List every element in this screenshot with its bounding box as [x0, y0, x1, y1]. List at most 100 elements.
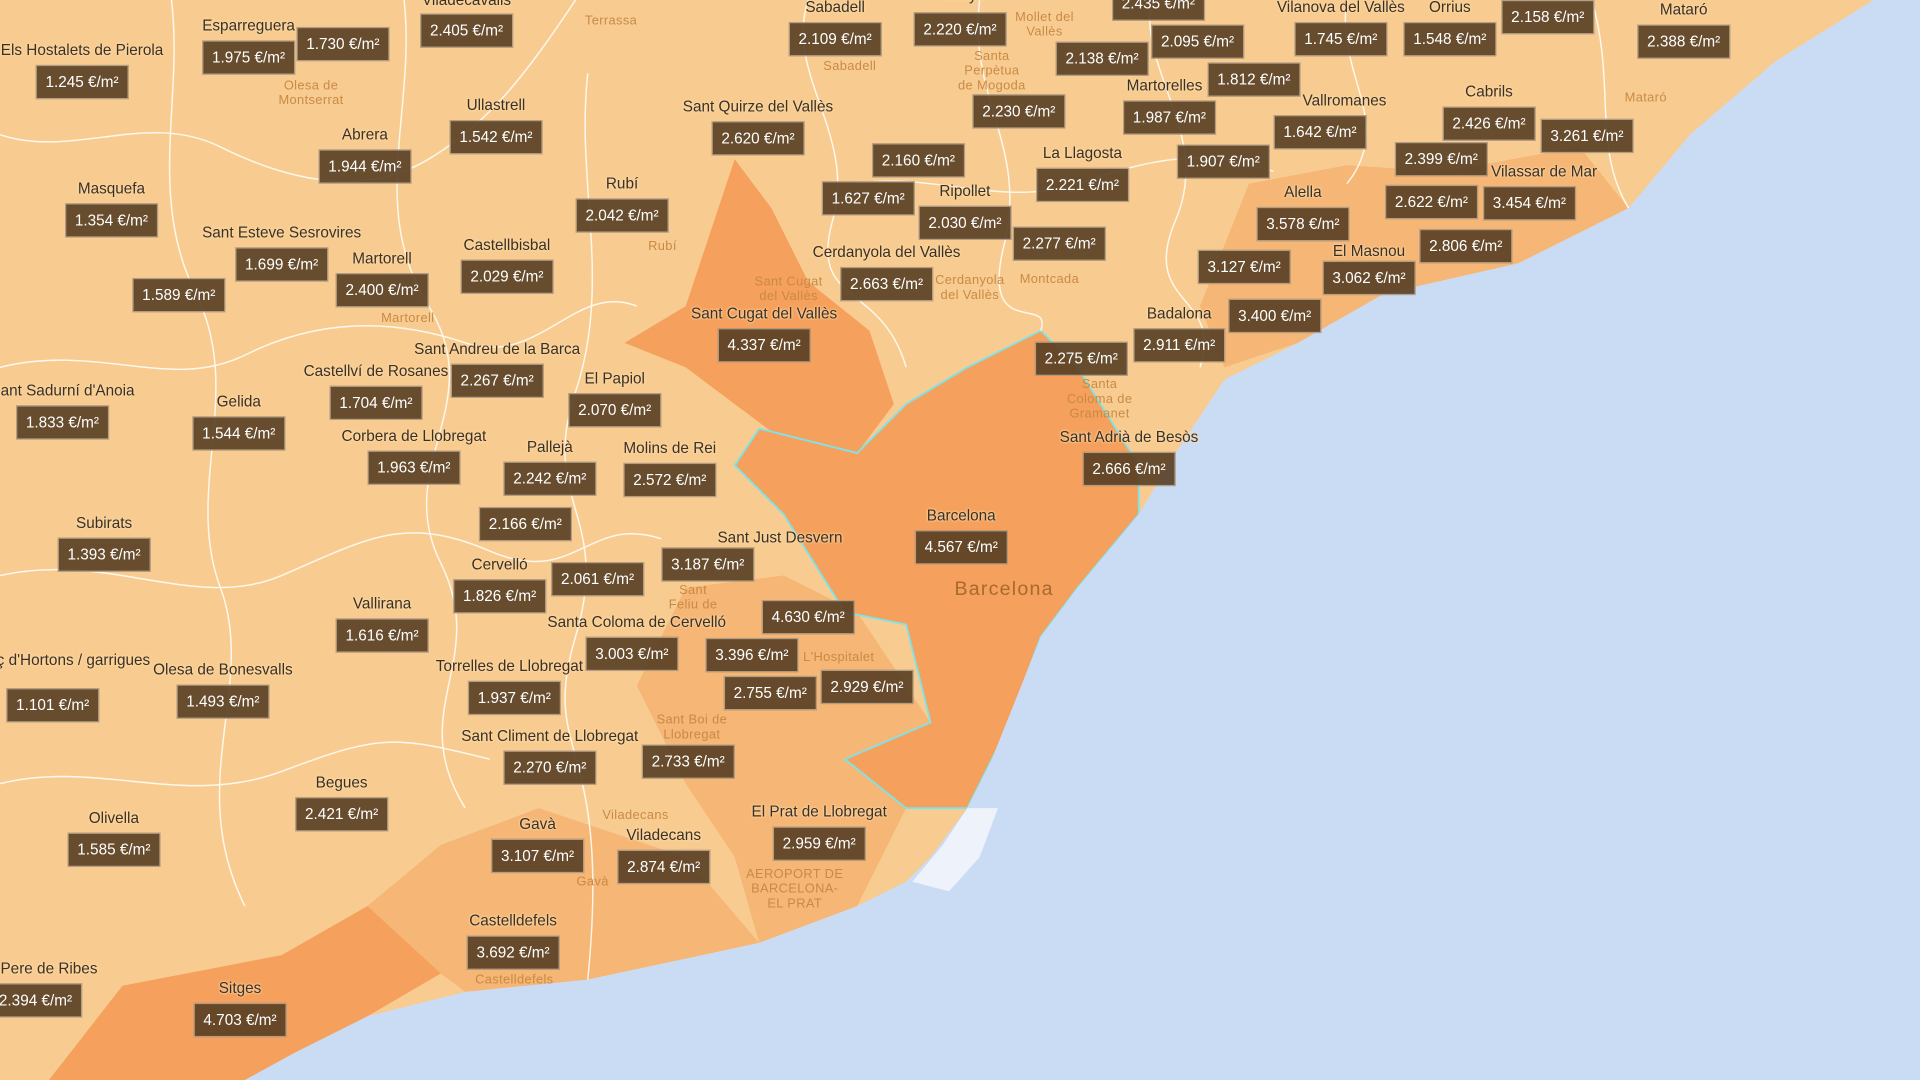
price-label[interactable]: 1.812 €/m²	[1207, 62, 1301, 97]
place-label: Mollet del Vallès	[1015, 9, 1074, 40]
price-label[interactable]: 1.585 €/m²	[67, 832, 161, 867]
price-label[interactable]: 1.944 €/m²	[318, 149, 412, 184]
price-label[interactable]: 1.393 €/m²	[57, 537, 151, 572]
price-label[interactable]: 2.220 €/m²	[913, 12, 1007, 47]
price-label[interactable]: 1.542 €/m²	[449, 120, 543, 155]
price-label[interactable]: 3.400 €/m²	[1228, 298, 1322, 334]
price-label[interactable]: 1.745 €/m²	[1294, 22, 1388, 57]
municipality-name: Castellví de Rosanes	[303, 362, 449, 380]
price-label[interactable]: 1.987 €/m²	[1123, 100, 1216, 135]
municipality-name: Sant Quirze del Vallès	[682, 97, 834, 116]
municipality-name: Corbera de Llobregat	[341, 427, 487, 445]
price-label[interactable]: 2.620 €/m²	[711, 121, 805, 156]
price-label[interactable]: 1.833 €/m²	[16, 405, 109, 440]
price-label[interactable]: 1.493 €/m²	[176, 684, 270, 719]
price-label[interactable]: 2.755 €/m²	[723, 675, 817, 711]
municipality-name: Torrelles de Llobregat	[435, 657, 583, 675]
price-label[interactable]: 2.405 €/m²	[420, 13, 513, 48]
price-label[interactable]: 1.963 €/m²	[367, 450, 461, 485]
price-label[interactable]: 2.158 €/m²	[1501, 0, 1595, 35]
price-label[interactable]: 2.399 €/m²	[1394, 142, 1488, 177]
price-label[interactable]: 2.030 €/m²	[918, 205, 1012, 241]
place-label: Rubí	[648, 238, 677, 254]
price-label[interactable]: 2.270 €/m²	[503, 750, 597, 785]
price-label[interactable]: 2.267 €/m²	[450, 363, 544, 398]
price-label[interactable]: 3.454 €/m²	[1483, 186, 1576, 221]
price-label[interactable]: 1.245 €/m²	[35, 64, 129, 100]
price-label[interactable]: 2.622 €/m²	[1385, 184, 1478, 220]
price-label[interactable]: 2.572 €/m²	[623, 462, 717, 498]
price-label[interactable]: 2.029 €/m²	[460, 259, 554, 294]
price-label[interactable]: 1.699 €/m²	[235, 247, 329, 282]
price-label[interactable]: 1.544 €/m²	[192, 416, 286, 451]
price-label[interactable]: 2.109 €/m²	[788, 22, 882, 57]
price-label[interactable]: 4.567 €/m²	[914, 530, 1008, 565]
price-label[interactable]: 2.061 €/m²	[551, 562, 644, 597]
municipality-name: Sant Llorenç d'Hortons / garrigues	[0, 651, 151, 669]
price-label[interactable]: 3.003 €/m²	[585, 636, 679, 672]
municipality-name: Òrrius	[1428, 0, 1471, 16]
price-label[interactable]: 3.578 €/m²	[1256, 206, 1350, 242]
price-label[interactable]: 3.127 €/m²	[1197, 249, 1291, 285]
price-label[interactable]: 1.101 €/m²	[6, 688, 100, 723]
municipality-name: Masquefa	[77, 180, 146, 198]
price-label[interactable]: 2.138 €/m²	[1055, 41, 1149, 76]
price-label[interactable]: 2.394 €/m²	[0, 983, 82, 1018]
port-area	[912, 808, 998, 892]
price-label[interactable]: 2.421 €/m²	[295, 797, 389, 832]
price-label[interactable]: 4.630 €/m²	[761, 600, 855, 635]
price-label[interactable]: 2.230 €/m²	[972, 94, 1066, 129]
price-label[interactable]: 2.242 €/m²	[503, 461, 597, 496]
price-label[interactable]: 1.616 €/m²	[335, 618, 429, 653]
price-label[interactable]: 2.160 €/m²	[871, 143, 965, 178]
place-label: Sant Feliu de	[668, 582, 718, 613]
price-label[interactable]: 2.959 €/m²	[772, 826, 866, 861]
place-label: Santa Coloma de Gramanet	[1066, 377, 1133, 422]
price-label[interactable]: 2.666 €/m²	[1082, 451, 1176, 487]
price-label[interactable]: 2.929 €/m²	[820, 669, 914, 705]
price-label[interactable]: 2.874 €/m²	[617, 849, 711, 885]
price-label[interactable]: 1.937 €/m²	[467, 680, 561, 716]
price-label[interactable]: 2.663 €/m²	[840, 266, 933, 302]
price-label[interactable]: 1.975 €/m²	[202, 40, 295, 75]
price-label[interactable]: 3.396 €/m²	[705, 637, 799, 673]
price-label[interactable]: 1.704 €/m²	[329, 385, 423, 421]
price-label[interactable]: 2.277 €/m²	[1012, 226, 1106, 261]
municipal-boundaries	[0, 0, 1630, 980]
price-label[interactable]: 3.062 €/m²	[1322, 260, 1416, 296]
municipality-name: Mataró	[1659, 1, 1708, 19]
price-label[interactable]: 4.337 €/m²	[717, 328, 811, 363]
price-label[interactable]: 2.095 €/m²	[1151, 24, 1244, 59]
price-label[interactable]: 3.187 €/m²	[661, 547, 755, 582]
price-label[interactable]: 2.042 €/m²	[575, 198, 669, 233]
municipality-name: Gavà	[519, 815, 556, 833]
price-label[interactable]: 2.070 €/m²	[568, 393, 662, 428]
price-label[interactable]: 2.806 €/m²	[1419, 228, 1513, 264]
price-label[interactable]: 2.275 €/m²	[1034, 341, 1128, 376]
price-label[interactable]: 2.221 €/m²	[1036, 167, 1129, 203]
price-label[interactable]: 2.733 €/m²	[641, 744, 735, 779]
price-label[interactable]: 2.166 €/m²	[478, 506, 572, 542]
price-label[interactable]: 1.730 €/m²	[296, 26, 390, 62]
price-label[interactable]: 3.107 €/m²	[491, 838, 584, 874]
price-label[interactable]: 1.826 €/m²	[453, 579, 546, 614]
price-label[interactable]: 2.426 €/m²	[1442, 106, 1536, 141]
price-label[interactable]: 4.703 €/m²	[193, 1002, 287, 1038]
price-label[interactable]: 1.589 €/m²	[132, 277, 226, 313]
price-label[interactable]: 3.692 €/m²	[466, 935, 560, 970]
municipality-name: Sant Climent de Llobregat	[461, 727, 639, 745]
municipality-name: Pere de Ribes	[0, 960, 98, 978]
price-label[interactable]: 1.627 €/m²	[821, 181, 915, 216]
price-label[interactable]: 2.911 €/m²	[1133, 328, 1226, 363]
price-label[interactable]: 1.907 €/m²	[1176, 144, 1270, 179]
price-label[interactable]: 2.388 €/m²	[1637, 24, 1731, 59]
price-label[interactable]: 2.435 €/m²	[1111, 0, 1205, 21]
price-label[interactable]: 1.642 €/m²	[1273, 115, 1367, 150]
price-label[interactable]: 1.548 €/m²	[1403, 22, 1497, 57]
municipality-name: Vilanova del Vallès	[1276, 0, 1405, 16]
price-label[interactable]: 3.261 €/m²	[1540, 118, 1634, 154]
price-label[interactable]: 2.400 €/m²	[335, 273, 429, 308]
price-label[interactable]: 1.354 €/m²	[65, 203, 158, 238]
